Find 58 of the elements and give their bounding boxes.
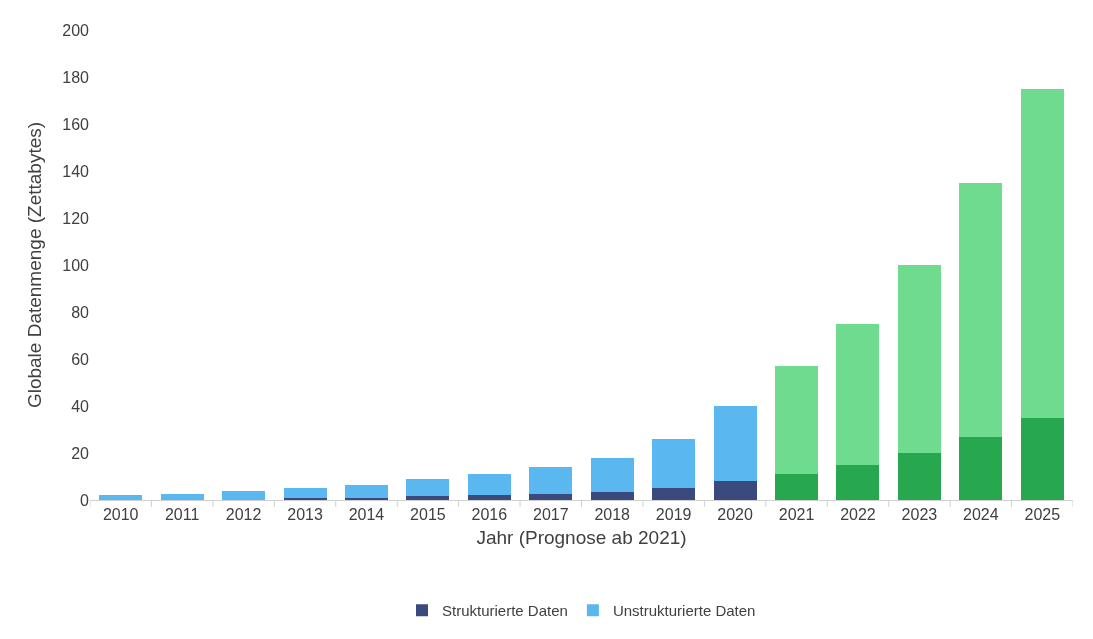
bar: [1020, 88, 1064, 418]
bar: [222, 490, 266, 500]
y-tick-label: 80: [71, 303, 90, 321]
y-tick-label: 100: [62, 256, 90, 274]
bar: [652, 488, 696, 500]
y-tick-label: 200: [62, 21, 90, 39]
x-tick-label: 2017: [532, 506, 569, 524]
x-tick-label: 2021: [778, 506, 815, 524]
x-tick-label: 2016: [471, 506, 508, 524]
x-tick-label: 2014: [348, 506, 385, 524]
x-tick-label: 2013: [287, 506, 323, 524]
bar: [959, 436, 1003, 500]
x-tick-label: 2020: [717, 506, 753, 524]
legend-label: Unstrukturierte Daten: [612, 602, 756, 620]
bar: [897, 453, 941, 500]
bar: [713, 481, 757, 500]
bar: [467, 474, 511, 496]
y-tick-label: 20: [71, 444, 90, 462]
y-tick-label: 140: [62, 162, 90, 180]
x-tick-label: 2023: [901, 506, 938, 524]
x-axis-title: Jahr (Prognose ab 2021): [476, 527, 687, 548]
bar: [836, 323, 880, 465]
x-tick-label: 2012: [225, 506, 262, 524]
y-tick-label: 40: [71, 397, 90, 415]
bar: [652, 438, 696, 489]
bar: [467, 495, 511, 500]
x-tick-label: 2022: [840, 506, 876, 524]
legend-label: Strukturierte Daten: [442, 602, 568, 620]
bar: [160, 494, 204, 500]
bar: [406, 496, 450, 500]
y-tick-label: 0: [80, 491, 90, 509]
y-tick-label: 120: [62, 209, 90, 227]
x-tick-label: 2018: [594, 506, 631, 524]
bar: [1020, 417, 1064, 500]
bar: [775, 366, 819, 475]
y-tick-label: 160: [62, 115, 90, 133]
x-tick-label: 2019: [655, 506, 692, 524]
bar: [406, 478, 450, 497]
bar: [529, 467, 573, 495]
x-tick-label: 2011: [164, 506, 200, 524]
bar: [713, 406, 757, 482]
x-tick-label: 2024: [963, 506, 999, 524]
bar: [959, 182, 1003, 437]
bar: [775, 474, 819, 500]
bar: [897, 265, 941, 453]
x-tick-label: 2025: [1024, 506, 1061, 524]
x-tick-label: 2015: [410, 506, 446, 524]
x-tick-label: 2010: [102, 506, 139, 524]
bar: [529, 494, 573, 500]
y-axis-title: Globale Datenmenge (Zettabytes): [24, 121, 46, 409]
bar: [283, 488, 327, 498]
bar: [344, 484, 388, 498]
y-tick-label: 60: [71, 350, 90, 368]
bar: [590, 457, 634, 492]
bar: [99, 495, 143, 500]
y-tick-label: 180: [62, 68, 90, 86]
bar: [836, 464, 880, 500]
bar: [590, 491, 634, 500]
